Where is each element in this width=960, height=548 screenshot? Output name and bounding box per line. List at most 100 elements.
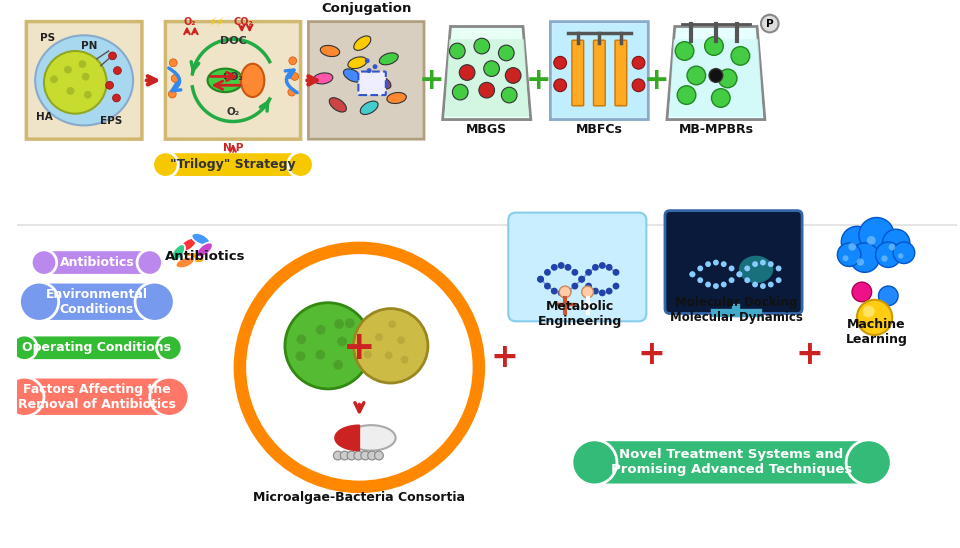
Ellipse shape <box>360 101 378 115</box>
Text: O₂: O₂ <box>227 107 240 117</box>
Circle shape <box>291 72 299 81</box>
FancyBboxPatch shape <box>44 250 150 275</box>
Circle shape <box>150 377 189 416</box>
FancyBboxPatch shape <box>593 40 605 106</box>
Ellipse shape <box>197 243 213 257</box>
Text: N,P: N,P <box>223 143 243 153</box>
Circle shape <box>484 61 499 77</box>
Circle shape <box>505 67 521 83</box>
Circle shape <box>713 260 719 265</box>
FancyBboxPatch shape <box>24 377 169 416</box>
Circle shape <box>571 283 578 289</box>
Circle shape <box>697 265 703 271</box>
Circle shape <box>479 82 494 98</box>
Circle shape <box>400 356 409 363</box>
Circle shape <box>449 43 466 59</box>
Circle shape <box>706 282 711 288</box>
Circle shape <box>501 87 517 103</box>
Circle shape <box>452 84 468 100</box>
Text: +: + <box>643 66 669 95</box>
Circle shape <box>705 37 723 55</box>
Circle shape <box>79 60 86 68</box>
Text: MBGS: MBGS <box>467 123 507 136</box>
Circle shape <box>592 288 599 294</box>
Circle shape <box>677 85 696 104</box>
Ellipse shape <box>171 244 185 261</box>
Circle shape <box>632 79 645 92</box>
FancyBboxPatch shape <box>594 440 869 485</box>
Circle shape <box>706 261 711 267</box>
Ellipse shape <box>387 93 406 104</box>
Ellipse shape <box>176 257 194 269</box>
FancyBboxPatch shape <box>308 21 424 139</box>
Circle shape <box>397 336 405 344</box>
Circle shape <box>5 377 44 416</box>
Circle shape <box>368 451 376 460</box>
Circle shape <box>137 250 162 275</box>
Polygon shape <box>669 39 763 117</box>
Circle shape <box>106 81 113 89</box>
Circle shape <box>169 59 178 67</box>
Ellipse shape <box>192 233 210 245</box>
Ellipse shape <box>347 425 396 450</box>
Circle shape <box>551 264 558 271</box>
Circle shape <box>744 265 750 271</box>
Text: MB-MPBRs: MB-MPBRs <box>679 123 754 136</box>
Circle shape <box>582 286 593 298</box>
FancyBboxPatch shape <box>165 152 300 178</box>
Circle shape <box>752 282 758 288</box>
Text: +: + <box>637 338 665 371</box>
Text: DOC: DOC <box>220 36 247 46</box>
Ellipse shape <box>313 73 333 84</box>
Circle shape <box>66 87 75 95</box>
Circle shape <box>632 56 645 69</box>
Circle shape <box>768 261 774 267</box>
FancyBboxPatch shape <box>39 282 155 321</box>
Circle shape <box>849 243 856 250</box>
Text: Environmental
Conditions: Environmental Conditions <box>46 288 148 316</box>
Ellipse shape <box>329 98 347 112</box>
Circle shape <box>564 288 571 294</box>
Circle shape <box>554 79 566 92</box>
Text: +: + <box>343 329 375 367</box>
Circle shape <box>367 68 372 73</box>
Circle shape <box>776 277 781 283</box>
FancyBboxPatch shape <box>508 213 646 321</box>
Circle shape <box>285 302 372 389</box>
Circle shape <box>721 261 727 267</box>
Circle shape <box>50 76 58 83</box>
Text: Microalgae-Bacteria Consortia: Microalgae-Bacteria Consortia <box>253 490 466 504</box>
Text: O₂: O₂ <box>183 16 196 26</box>
Circle shape <box>689 271 695 277</box>
Circle shape <box>44 51 107 113</box>
Circle shape <box>345 318 355 328</box>
Circle shape <box>760 260 766 265</box>
Circle shape <box>752 261 758 267</box>
Circle shape <box>599 262 606 269</box>
Circle shape <box>761 15 779 32</box>
Text: CO₂: CO₂ <box>234 16 253 26</box>
Text: Novel Treatment Systems and
Promising Advanced Techniques: Novel Treatment Systems and Promising Ad… <box>611 448 852 476</box>
FancyBboxPatch shape <box>665 210 803 313</box>
Circle shape <box>334 319 344 329</box>
Ellipse shape <box>379 53 398 65</box>
Circle shape <box>375 333 383 341</box>
Circle shape <box>558 262 564 269</box>
Circle shape <box>867 236 876 245</box>
Circle shape <box>459 65 475 81</box>
Circle shape <box>721 282 727 288</box>
Ellipse shape <box>344 69 362 82</box>
Circle shape <box>736 271 742 277</box>
Circle shape <box>544 283 551 289</box>
Text: Machine
Learning: Machine Learning <box>846 318 907 346</box>
Circle shape <box>606 288 612 294</box>
FancyBboxPatch shape <box>165 21 300 139</box>
Circle shape <box>544 269 551 276</box>
Circle shape <box>586 269 592 276</box>
Ellipse shape <box>354 36 371 50</box>
Ellipse shape <box>348 57 367 68</box>
Circle shape <box>348 451 356 460</box>
Circle shape <box>876 242 901 267</box>
Circle shape <box>697 277 703 283</box>
Circle shape <box>841 226 873 258</box>
